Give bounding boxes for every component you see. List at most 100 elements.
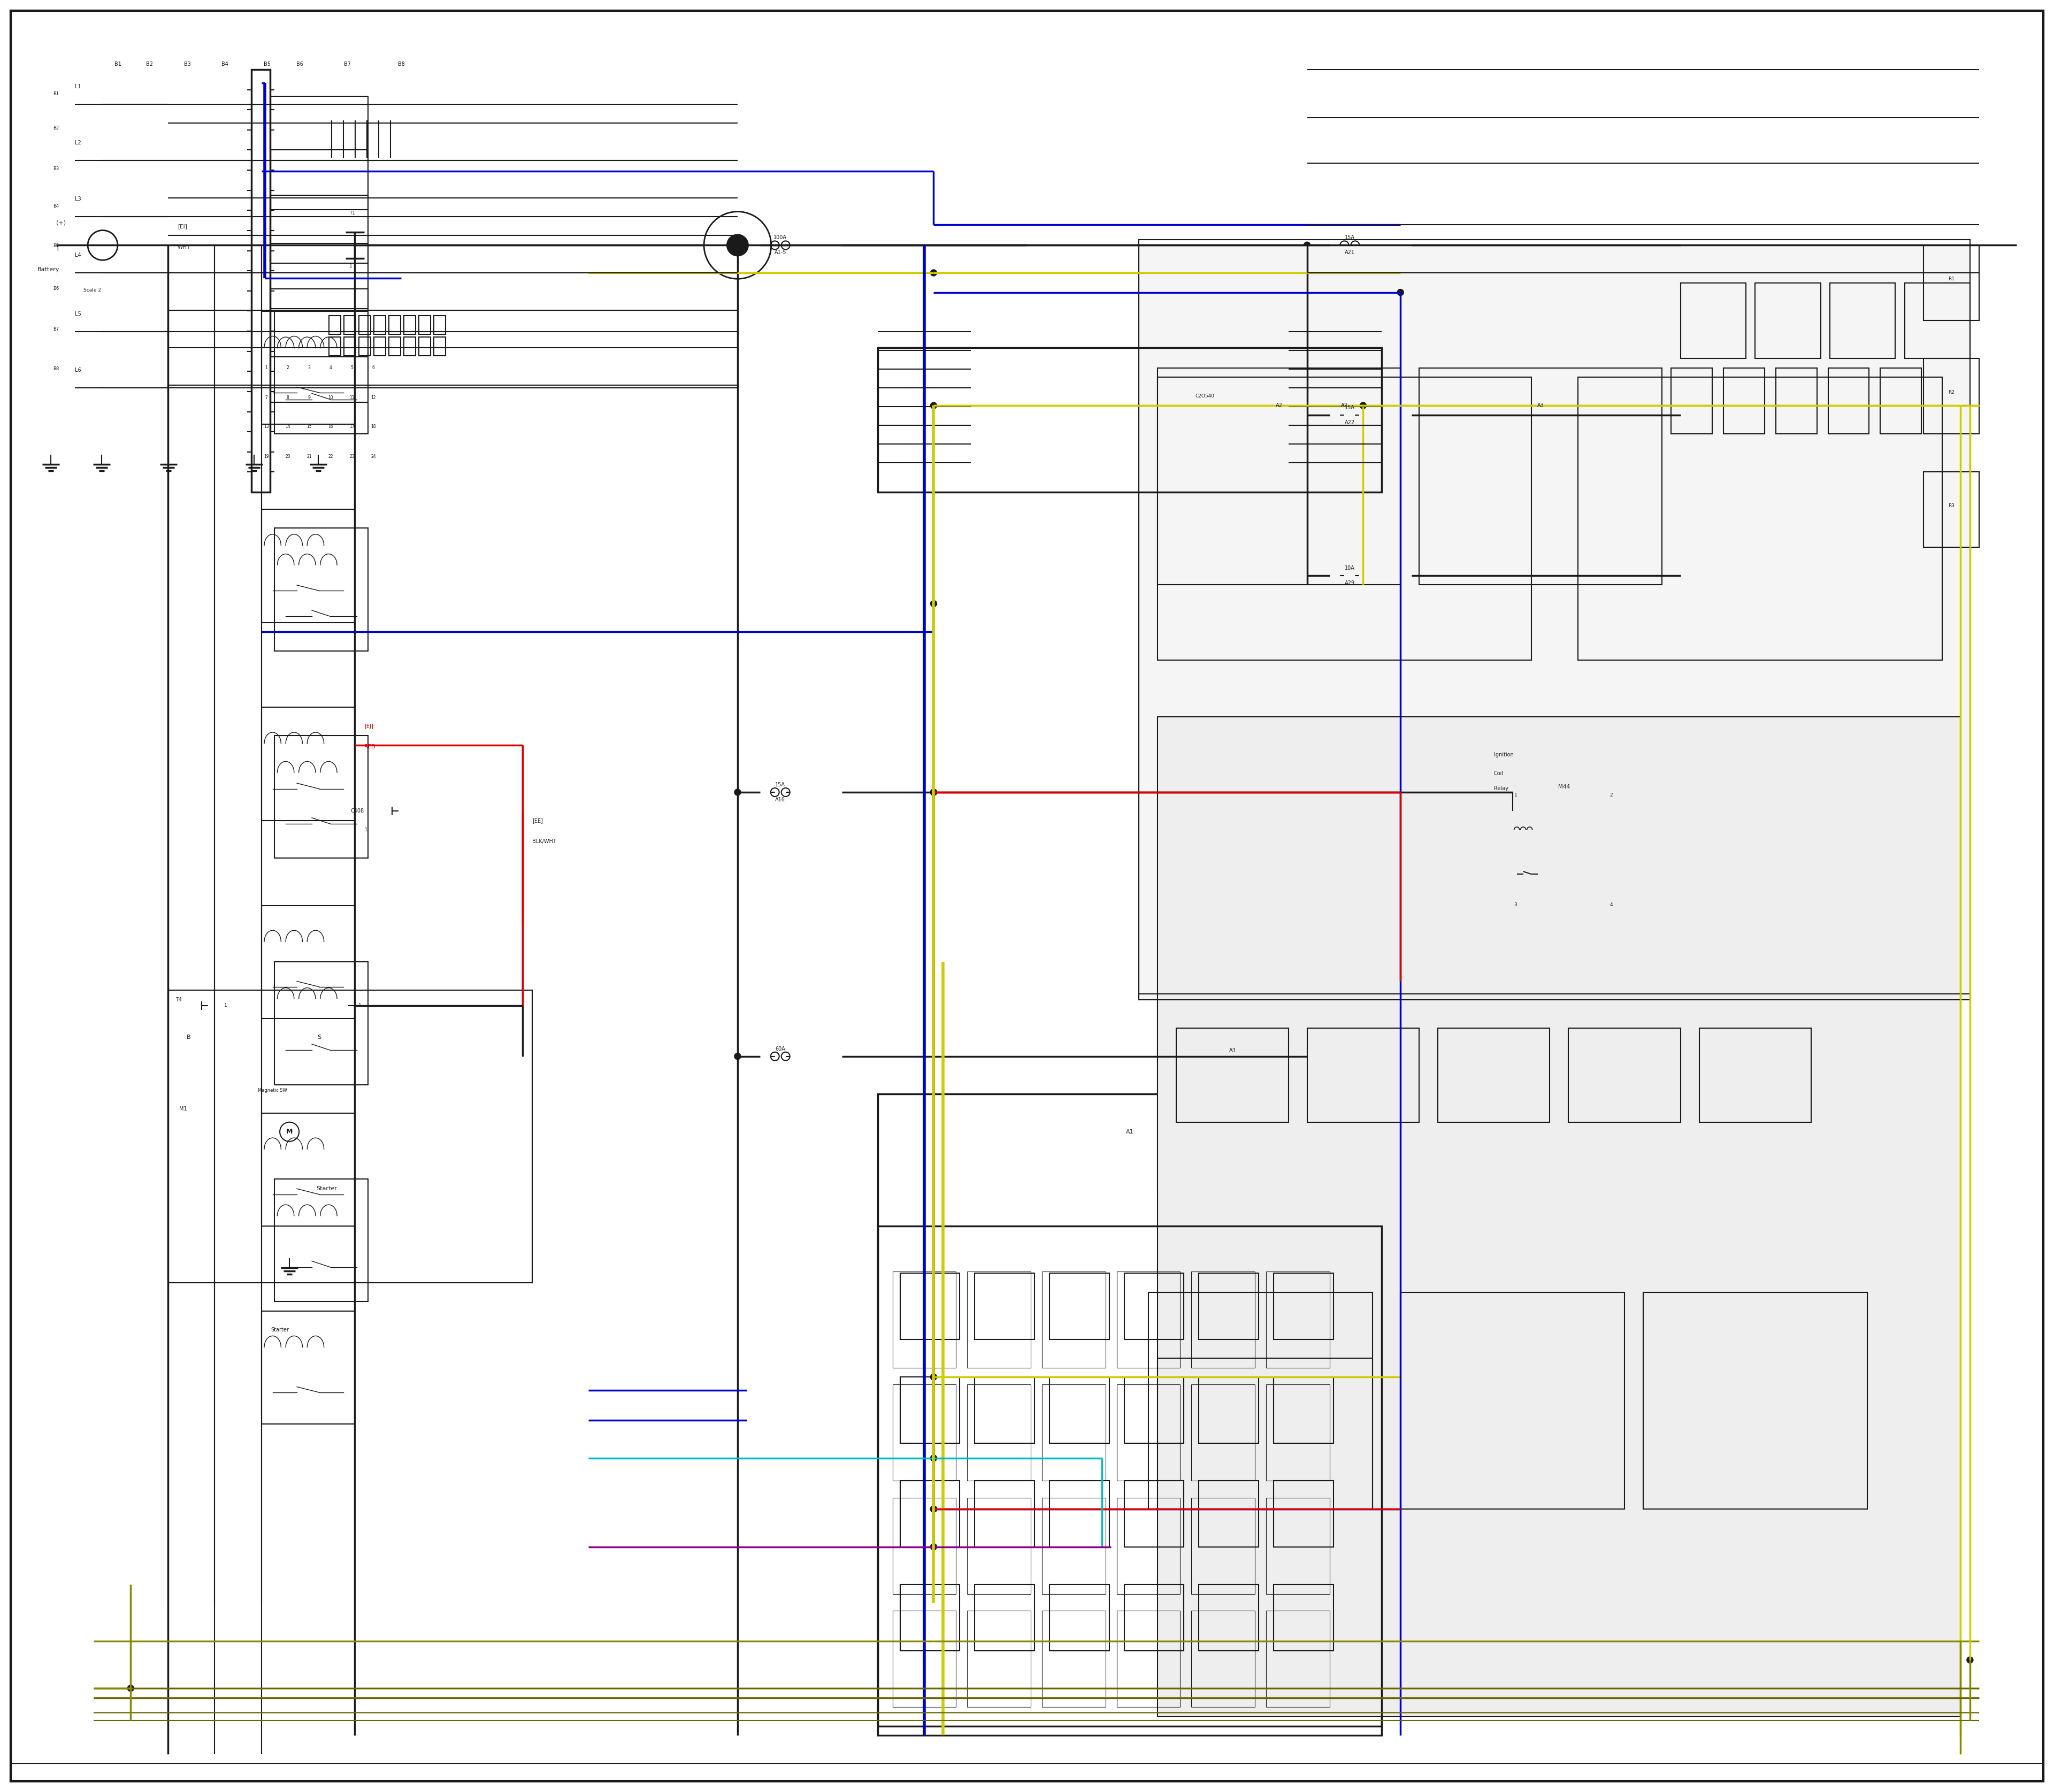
Bar — [1191, 1611, 1255, 1708]
Text: 4: 4 — [329, 366, 333, 371]
Circle shape — [930, 1505, 937, 1512]
Text: 15A: 15A — [774, 781, 785, 787]
Text: B4: B4 — [222, 61, 228, 66]
Bar — [967, 1271, 1031, 1367]
Bar — [1124, 1584, 1183, 1650]
Bar — [1680, 283, 1746, 358]
Text: WHT: WHT — [177, 244, 191, 249]
Bar — [343, 337, 355, 357]
Text: C408: C408 — [351, 808, 364, 814]
Text: 14: 14 — [286, 425, 290, 430]
Text: 15: 15 — [306, 425, 312, 430]
Bar — [1643, 1292, 1867, 1509]
Text: 7: 7 — [265, 394, 267, 400]
Circle shape — [727, 235, 750, 256]
Bar — [433, 315, 446, 335]
Bar — [1200, 1274, 1259, 1339]
Bar — [1923, 358, 1980, 434]
Text: 3: 3 — [1514, 903, 1518, 907]
Circle shape — [1397, 289, 1403, 296]
Text: 12: 12 — [372, 394, 376, 400]
Text: Coil: Coil — [1493, 771, 1504, 776]
Text: 60A: 60A — [774, 1047, 785, 1052]
Text: 9: 9 — [308, 394, 310, 400]
Text: A22: A22 — [1345, 419, 1356, 425]
Text: Magnetic SW: Magnetic SW — [257, 1088, 288, 1093]
Bar — [271, 97, 368, 210]
Bar — [419, 337, 431, 357]
Text: [EJ]: [EJ] — [364, 724, 374, 729]
Text: 21: 21 — [306, 453, 312, 459]
Bar — [1699, 1029, 1812, 1122]
Bar — [261, 708, 355, 821]
Text: B1: B1 — [53, 91, 60, 97]
Text: [EE]: [EE] — [532, 817, 542, 823]
Text: A1-5: A1-5 — [774, 251, 787, 256]
Bar — [271, 151, 368, 263]
Bar — [329, 337, 341, 357]
Bar — [261, 1312, 355, 1425]
Text: L3: L3 — [74, 195, 80, 201]
Bar — [359, 315, 370, 335]
Circle shape — [930, 788, 937, 796]
Bar — [976, 1480, 1035, 1546]
Bar — [388, 315, 401, 335]
Bar — [900, 1480, 959, 1546]
Bar — [967, 1385, 1031, 1480]
Bar — [405, 315, 415, 335]
Bar — [1419, 367, 1662, 584]
Bar — [388, 337, 401, 357]
Bar — [1140, 240, 1970, 995]
Text: B5: B5 — [53, 244, 60, 249]
Text: 1: 1 — [1514, 792, 1518, 797]
Text: B6: B6 — [296, 61, 304, 66]
Bar — [1124, 1274, 1183, 1339]
Text: A16: A16 — [774, 797, 785, 803]
Bar — [1124, 1480, 1183, 1546]
Text: B8: B8 — [398, 61, 405, 66]
Text: 20: 20 — [286, 453, 290, 459]
Text: B4: B4 — [53, 204, 60, 208]
Bar — [1273, 1376, 1333, 1443]
Text: A29: A29 — [1345, 581, 1356, 586]
Text: B7: B7 — [53, 326, 60, 332]
Bar — [271, 195, 368, 308]
Text: S: S — [318, 1034, 320, 1039]
Bar — [1191, 1385, 1255, 1480]
Text: 10: 10 — [329, 394, 333, 400]
Bar — [1158, 717, 1962, 1188]
Text: 6: 6 — [372, 366, 374, 371]
Circle shape — [1304, 572, 1310, 579]
Bar — [900, 1274, 959, 1339]
Bar — [374, 337, 386, 357]
Bar — [1158, 378, 1530, 659]
Bar — [1273, 1584, 1333, 1650]
Text: 15A: 15A — [1345, 405, 1356, 410]
Bar — [1191, 1498, 1255, 1593]
Text: L5: L5 — [74, 312, 82, 317]
Bar — [1117, 1385, 1181, 1480]
Bar — [877, 348, 1382, 493]
Bar — [261, 509, 355, 622]
Bar — [1438, 1029, 1551, 1122]
Text: B5: B5 — [265, 61, 271, 66]
Text: 1: 1 — [359, 1004, 362, 1007]
Circle shape — [930, 600, 937, 607]
Text: A3: A3 — [1536, 403, 1545, 409]
Bar — [343, 315, 355, 335]
Text: Starter: Starter — [316, 1186, 337, 1192]
Bar — [1273, 1274, 1333, 1339]
Bar — [374, 315, 386, 335]
Text: B: B — [187, 1034, 191, 1039]
Bar — [261, 1113, 355, 1226]
Bar — [1923, 246, 1980, 321]
Text: 5: 5 — [351, 366, 353, 371]
Text: Scale 2: Scale 2 — [82, 289, 101, 292]
Text: 2: 2 — [286, 366, 290, 371]
Bar — [251, 70, 271, 493]
Bar — [1148, 1292, 1372, 1509]
Bar — [275, 737, 368, 858]
Bar — [275, 312, 368, 434]
Bar — [1756, 283, 1820, 358]
Bar — [1512, 792, 1614, 909]
